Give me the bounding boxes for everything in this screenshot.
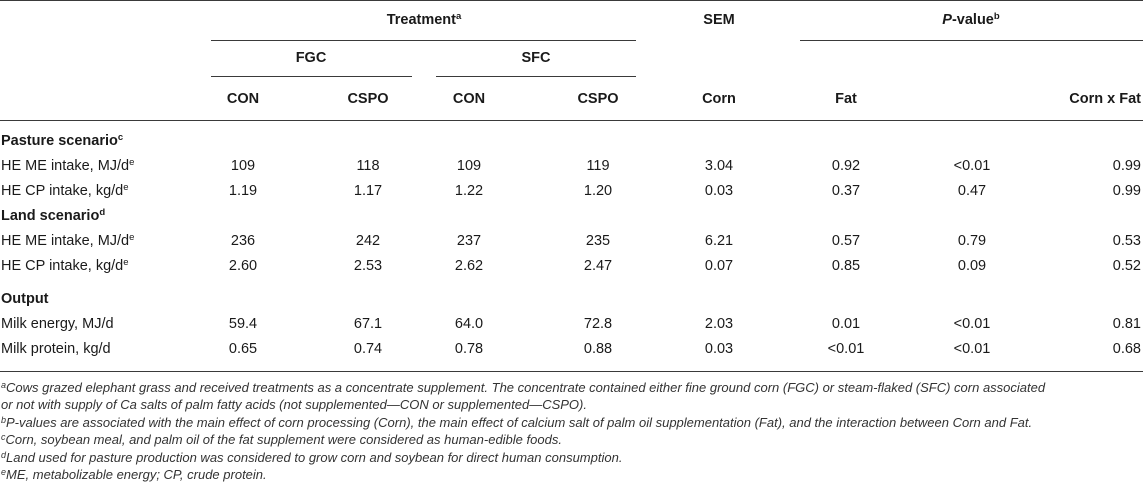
- cell-sfc-cspo: 72.8: [583, 316, 613, 332]
- treatment-header: Treatmenta: [386, 11, 462, 28]
- row-label: Milk energy, MJ/d: [1, 316, 114, 332]
- cell-fgc-con: 2.60: [228, 257, 258, 274]
- row-label: HE CP intake, kg/de: [1, 256, 129, 274]
- cell-sfc-con: 0.78: [454, 340, 484, 357]
- cell-sfc-cspo: 1.20: [583, 182, 613, 199]
- cell-sfc-con: 237: [456, 233, 482, 249]
- col-header-sfc-cspo: CSPO: [577, 91, 619, 107]
- row-label: HE CP intake, kg/de: [1, 181, 129, 199]
- cell-corn-x-fat: 0.52: [1112, 257, 1141, 274]
- cell-fat: 0.47: [957, 182, 987, 199]
- cell-fat: <0.01: [953, 316, 991, 332]
- sfc-rule: [436, 76, 636, 77]
- cell-fgc-con: 0.65: [228, 340, 258, 357]
- cell-fat: <0.01: [953, 340, 991, 357]
- cell-corn-x-fat: 0.53: [1112, 233, 1141, 249]
- cell-sem: 6.21: [704, 233, 734, 249]
- section-title: Pasture scenarioc: [1, 132, 124, 149]
- footnote-a: or not with supply of Ca salts of palm f…: [1, 397, 587, 413]
- cell-corn: 0.57: [831, 233, 861, 249]
- sem-header: SEM: [703, 12, 735, 28]
- col-header-sfc-con: CON: [452, 91, 486, 107]
- cell-fgc-cspo: 242: [355, 233, 381, 249]
- col-header-corn: Corn: [702, 91, 736, 107]
- col-header-fgc-cspo: CSPO: [347, 91, 389, 107]
- cell-fat: 0.09: [957, 257, 987, 274]
- cell-fgc-con: 236: [230, 233, 256, 249]
- cell-fat: <0.01: [953, 158, 991, 174]
- cell-fgc-cspo: 118: [356, 158, 380, 174]
- cell-corn: 0.92: [831, 158, 861, 174]
- footnote-rule: [0, 371, 1143, 372]
- cell-corn: 0.01: [831, 316, 861, 332]
- footnote-d: dLand used for pasture production was co…: [1, 449, 623, 465]
- section-title: Land scenariod: [1, 207, 106, 224]
- cell-sem: 0.03: [704, 340, 734, 357]
- footnote-e: eME, metabolizable energy; CP, crude pro…: [1, 467, 267, 482]
- sfc-header: SFC: [521, 50, 551, 66]
- cell-sfc-con: 109: [456, 158, 482, 174]
- cell-sfc-con: 64.0: [454, 316, 484, 332]
- row-label: HE ME intake, MJ/de: [1, 232, 135, 249]
- cell-corn-x-fat: 0.68: [1112, 340, 1141, 357]
- top-rule: [0, 0, 1143, 1]
- cell-sem: 2.03: [704, 316, 734, 332]
- cell-fgc-cspo: 67.1: [353, 316, 383, 332]
- cell-sem: 3.04: [704, 158, 734, 174]
- cell-sfc-cspo: 0.88: [583, 340, 613, 357]
- cell-sfc-cspo: 2.47: [583, 257, 613, 274]
- cell-fgc-cspo: 1.17: [353, 182, 383, 199]
- cell-sem: 0.07: [704, 257, 734, 274]
- cell-fgc-con: 59.4: [228, 316, 258, 332]
- cell-fgc-con: 109: [230, 158, 256, 174]
- row-label: HE ME intake, MJ/de: [1, 157, 135, 174]
- cell-fgc-cspo: 0.74: [353, 340, 383, 357]
- pvalue-rule: [800, 40, 1143, 41]
- cell-sem: 0.03: [704, 182, 734, 199]
- cell-corn-x-fat: 0.99: [1112, 182, 1141, 199]
- section-title: Output: [1, 291, 49, 307]
- cell-corn-x-fat: 0.81: [1112, 316, 1141, 332]
- col-header-fat: Fat: [835, 91, 857, 107]
- pvalue-header: P-valueb: [942, 11, 1000, 28]
- col-header-fgc-con: CON: [226, 91, 260, 107]
- cell-corn: 0.37: [831, 182, 861, 199]
- cell-sfc-cspo: 119: [586, 158, 610, 174]
- footnote-b: bP-values are associated with the main e…: [1, 414, 1033, 430]
- header-bottom-rule: [0, 120, 1143, 121]
- footnote-c: cCorn, soybean meal, and palm oil of the…: [1, 432, 562, 448]
- fgc-rule: [211, 76, 412, 77]
- footnote-a: aCows grazed elephant grass and received…: [1, 380, 1046, 395]
- cell-corn: 0.85: [831, 257, 861, 274]
- cell-sfc-cspo: 235: [585, 233, 611, 249]
- cell-sfc-con: 2.62: [454, 257, 484, 274]
- fgc-header: FGC: [295, 50, 327, 66]
- cell-corn-x-fat: 0.99: [1112, 158, 1141, 174]
- cell-fat: 0.79: [957, 233, 987, 249]
- treatment-rule: [211, 40, 636, 41]
- cell-fgc-con: 1.19: [228, 182, 258, 199]
- cell-fgc-cspo: 2.53: [353, 257, 383, 274]
- row-label: Milk protein, kg/d: [1, 340, 111, 357]
- cell-sfc-con: 1.22: [454, 182, 484, 199]
- cell-corn: <0.01: [827, 340, 865, 357]
- col-header-corn-x-fat: Corn x Fat: [1069, 91, 1141, 107]
